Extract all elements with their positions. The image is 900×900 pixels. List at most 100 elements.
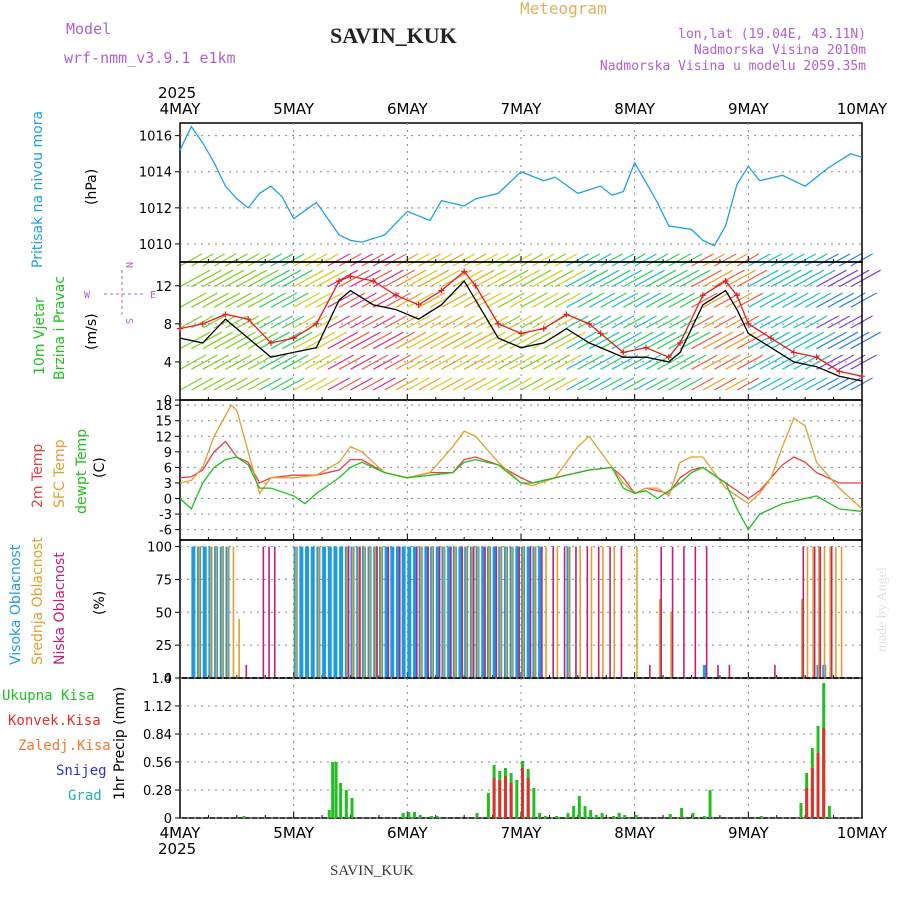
bar-mark	[590, 546, 593, 678]
wind-arrow	[588, 269, 620, 288]
bar-mark	[529, 546, 532, 678]
bar-mark	[800, 599, 803, 678]
wind-arrow	[429, 253, 453, 267]
wind-arrow	[452, 354, 480, 370]
bar-mark	[670, 612, 672, 678]
year-bottom: 2025	[158, 840, 196, 858]
wind-arrow	[611, 331, 643, 350]
wind-arrow	[713, 315, 737, 329]
model-label: Model	[66, 20, 111, 38]
model-name: wrf-nmm_v3.9.1 e1km	[64, 49, 236, 67]
bar-mark	[477, 546, 479, 678]
wind-arrow	[236, 354, 264, 370]
wind-arrow	[407, 269, 438, 288]
wind-arrow	[816, 331, 847, 350]
wind-arrow	[418, 292, 445, 308]
gust-marker	[347, 273, 354, 280]
wind-arrow	[588, 292, 616, 308]
bar-mark	[563, 546, 566, 678]
wind-arrow	[361, 331, 393, 350]
wind-arrow	[418, 377, 441, 391]
bar-mark	[450, 546, 452, 678]
bar-mark	[486, 793, 490, 818]
wind-arrow	[497, 354, 525, 370]
bar-mark	[317, 546, 320, 678]
wind-arrow	[657, 292, 684, 308]
wind-arrow	[645, 269, 677, 288]
wind-arrow	[202, 269, 234, 288]
wind-arrow	[407, 315, 430, 329]
bar-mark	[683, 546, 685, 678]
wind-arrow	[634, 253, 657, 267]
wind-arrow	[475, 377, 498, 391]
wind-arrow	[486, 377, 510, 391]
gust-marker	[438, 287, 445, 294]
wind-arrow	[827, 253, 851, 267]
y-tick-label: -3	[159, 508, 172, 523]
wind-arrow	[736, 269, 768, 288]
wind-arrow	[293, 269, 324, 288]
wind-arrow	[293, 331, 324, 350]
panel-frame	[179, 122, 863, 263]
compass-rose: W E N S	[84, 262, 156, 324]
gust-marker	[665, 354, 672, 361]
bar-mark	[802, 546, 805, 678]
wind-arrow	[191, 292, 218, 308]
bar-mark	[819, 546, 822, 678]
wind-arrow	[623, 269, 654, 288]
bottom-day-label: 7MAY	[501, 824, 543, 842]
wind-arrow	[713, 331, 745, 350]
compass-west: W	[84, 290, 91, 301]
wind-arrow	[770, 292, 798, 308]
wind-arrow	[486, 354, 514, 370]
bar-mark	[649, 664, 651, 678]
wind-arrow	[588, 253, 612, 267]
wind-arrow	[748, 377, 771, 391]
bar-mark	[465, 546, 468, 678]
panel-pressure: 1010 1012 1014 1016	[139, 122, 863, 263]
wind-arrow	[304, 253, 328, 267]
bar-mark	[823, 546, 826, 678]
wind-arrow	[827, 331, 859, 350]
wind-arrow	[247, 315, 271, 329]
gust-marker	[461, 268, 468, 275]
wind-arrow	[350, 292, 377, 308]
bar-mark	[552, 546, 555, 678]
wind-arrow	[509, 269, 540, 288]
gust-marker	[699, 292, 706, 299]
wind-arrow	[202, 253, 226, 267]
wind-arrow	[213, 253, 237, 267]
wind-arrow	[509, 354, 536, 370]
y-tick-label: 25	[155, 639, 172, 654]
wind-arrow	[668, 315, 692, 329]
wind-arrow	[497, 331, 529, 350]
wind-arrow	[691, 253, 714, 267]
wind-arrow	[236, 292, 264, 308]
bar-mark	[471, 546, 473, 678]
wind-arrow	[372, 315, 396, 329]
wind-arrow	[600, 331, 631, 350]
bar-mark	[597, 546, 600, 678]
wind-arrow	[566, 315, 589, 329]
temp-label-a: 2m Temp	[30, 444, 46, 508]
wind-arrow	[429, 354, 457, 370]
wind-arrow	[838, 269, 870, 288]
bar-mark	[331, 762, 335, 818]
wind-arrow	[577, 292, 605, 308]
wind-arrow	[838, 253, 862, 267]
y-tick-label: 1.4	[151, 672, 172, 687]
wind-arrow	[372, 253, 396, 267]
wind-arrow	[372, 354, 400, 370]
bar-mark	[447, 546, 452, 678]
bar-mark	[555, 816, 559, 818]
wind-arrow	[509, 331, 540, 350]
wind-arrow	[804, 315, 828, 329]
wind-arrow	[316, 253, 339, 267]
gust-marker	[370, 278, 377, 285]
bar-mark	[442, 546, 445, 678]
wind-arrow	[725, 253, 748, 267]
wind-arrow	[793, 315, 817, 329]
wind-arrow	[748, 292, 775, 308]
wind-arrow	[293, 315, 316, 329]
wind-arrow	[679, 331, 711, 350]
